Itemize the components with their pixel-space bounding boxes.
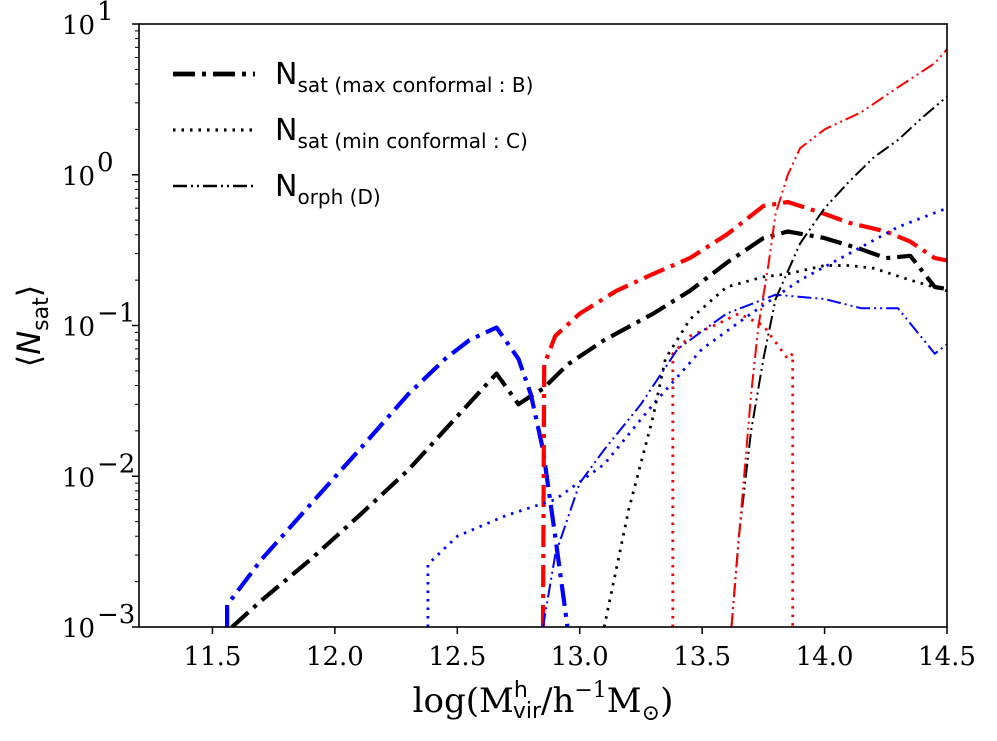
y-axis-label-close: ⟩: [10, 285, 48, 297]
series-line-8: [730, 48, 947, 627]
series-line-3: [426, 206, 947, 627]
legend-label-sub: orph (D): [297, 185, 380, 209]
y-tick-exponent: −2: [97, 449, 135, 479]
y-tick-exponent: −1: [97, 299, 135, 329]
series-line-4: [602, 264, 947, 627]
x-tick-label: 12.5: [428, 642, 486, 672]
x-tick-label: 14.5: [918, 642, 976, 672]
x-axis-label-main: log(M: [413, 681, 514, 721]
y-tick-label: 10: [62, 162, 95, 192]
y-axis-label: ⟨Nsat⟩: [10, 285, 54, 367]
y-tick-label: 10: [62, 463, 95, 493]
y-tick-label: 10: [62, 11, 95, 41]
y-axis-label-group: ⟨Nsat⟩: [10, 285, 54, 367]
y-tick-exponent: 1: [97, 0, 114, 27]
legend-label-0: Nsat (max conformal : B): [275, 57, 533, 97]
x-axis-label-sup2: −1: [574, 678, 606, 703]
ticks-layer: 11.5 12.0 12.5 13.0 13.5 14.0 14.510−310−210−1…: [62, 0, 976, 672]
x-axis-label-sun: ⊙: [642, 701, 660, 726]
y-axis-label-main: N: [10, 331, 48, 355]
x-axis-label-rest: /h: [541, 681, 574, 721]
series-line-5: [671, 312, 795, 627]
x-axis-label: log(Mh vir/h−1M⊙): [413, 678, 674, 726]
y-axis-label-sub: sat: [29, 297, 54, 331]
legend: Nsat (max conformal : B)Nsat (min confor…: [173, 57, 533, 209]
series-line-2: [540, 199, 947, 627]
legend-label-sub: sat (min conformal : C): [297, 129, 527, 153]
legend-label-main: N: [275, 57, 297, 92]
legend-label-1: Nsat (min conformal : C): [275, 113, 528, 153]
x-axis-label-sub: vir: [513, 699, 542, 724]
series-line-0: [230, 229, 947, 627]
x-tick-label: 12.0: [306, 642, 364, 672]
series-line-7: [730, 95, 947, 627]
x-axis-label-close: ): [660, 681, 673, 721]
series-line-6: [542, 293, 947, 627]
x-tick-label: 14.0: [796, 642, 854, 672]
y-tick-exponent: −3: [97, 600, 135, 630]
x-axis-label-unit: M: [607, 681, 642, 721]
legend-label-main: N: [275, 169, 297, 204]
x-tick-label: 13.5: [673, 642, 731, 672]
legend-label-main: N: [275, 113, 297, 148]
y-tick-label: 10: [62, 614, 95, 644]
y-axis-label-open: ⟨: [10, 355, 48, 367]
x-axis-label-sup: h: [514, 678, 528, 703]
series-line-1: [225, 325, 570, 627]
x-tick-label: 13.0: [551, 642, 609, 672]
series-layer: [225, 48, 947, 627]
legend-label-sub: sat (max conformal : B): [297, 73, 533, 97]
x-tick-label: 11.5: [184, 642, 242, 672]
y-tick-exponent: 0: [97, 148, 114, 178]
y-tick-label: 10: [62, 313, 95, 343]
legend-label-2: Norph (D): [275, 169, 381, 209]
